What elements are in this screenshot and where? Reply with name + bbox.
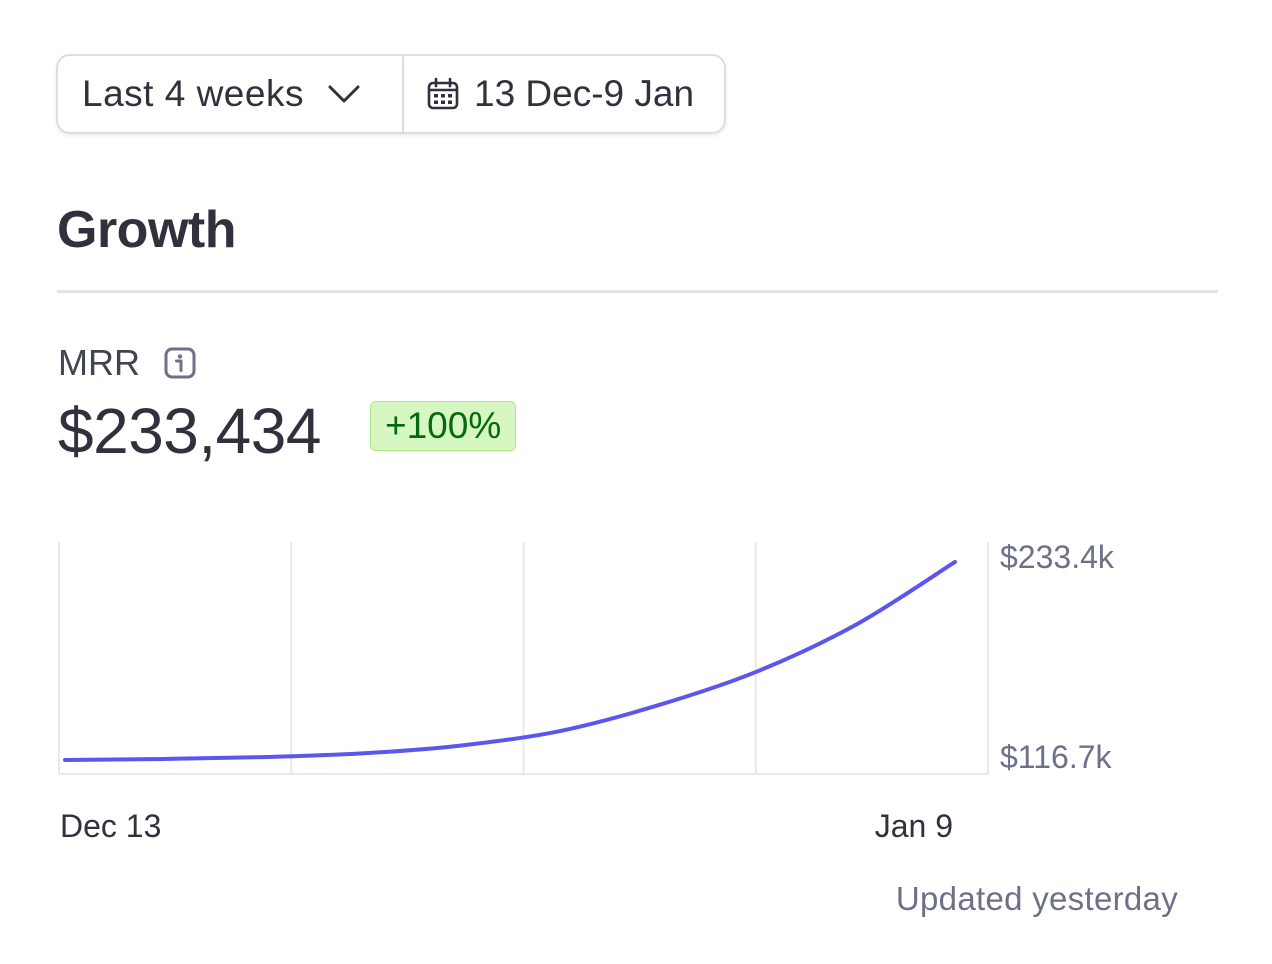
range-dropdown-label: Last 4 weeks <box>82 73 304 114</box>
chart-grid <box>58 542 989 775</box>
filter-divider <box>402 56 404 132</box>
metric-value: $233,434 <box>58 395 321 467</box>
metric-header: MRR <box>58 342 196 384</box>
change-badge: +100% <box>370 401 517 451</box>
section-divider <box>57 290 1218 293</box>
y-tick-label-max: $233.4k <box>1000 539 1115 575</box>
y-tick-label-min: $116.7k <box>1000 739 1113 775</box>
mrr-series-line <box>63 559 957 762</box>
range-dropdown[interactable]: Last 4 weeks <box>58 56 402 132</box>
section-title: Growth <box>57 201 236 259</box>
calendar-icon <box>426 77 460 111</box>
metric-label: MRR <box>58 342 140 383</box>
info-icon[interactable] <box>164 347 196 379</box>
date-range-label: 13 Dec-9 Jan <box>474 73 695 114</box>
updated-timestamp: Updated yesterday <box>895 880 1178 917</box>
date-filter-group: Last 4 weeks 13 Dec-9 Jan <box>56 54 727 134</box>
x-tick-label-start: Dec 13 <box>60 808 161 844</box>
date-range-picker[interactable]: 13 Dec-9 Jan <box>404 56 724 132</box>
chevron-down-icon <box>326 76 362 112</box>
x-tick-label-end: Jan 9 <box>875 808 953 844</box>
